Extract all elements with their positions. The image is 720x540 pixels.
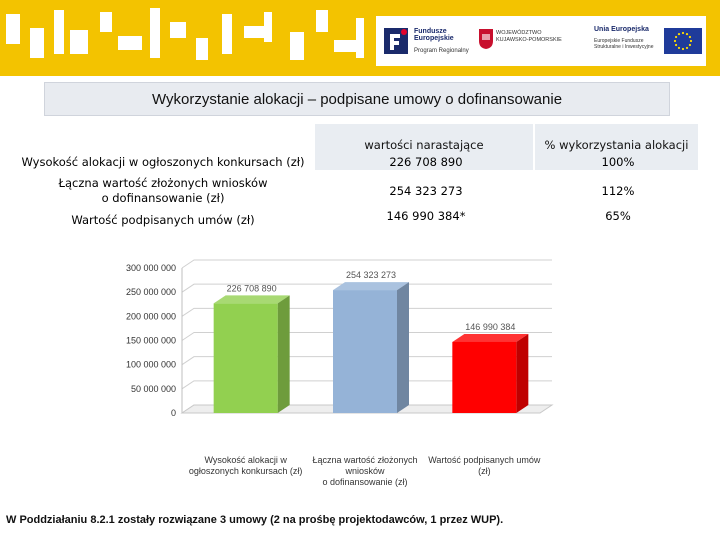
bar-side xyxy=(397,282,409,413)
table-row-value: 146 990 384* xyxy=(386,209,466,223)
banner-decoration xyxy=(222,14,232,54)
x-tick-label: Wartość podpisanych umów xyxy=(428,455,541,465)
gridline xyxy=(181,380,552,390)
gridline xyxy=(181,259,552,269)
bar xyxy=(333,290,397,413)
banner-decoration xyxy=(70,30,88,54)
banner-decoration xyxy=(244,26,264,38)
bar-top xyxy=(333,282,409,291)
y-tick-label: 100 000 000 xyxy=(126,360,176,370)
table-row-label: Wartość podpisanych umów (zł) xyxy=(71,213,255,227)
x-tick-label: (zł) xyxy=(478,466,491,476)
y-tick-label: 0 xyxy=(171,408,176,418)
banner-decoration xyxy=(356,18,364,58)
fe-logo-title: Fundusze Europejskie xyxy=(414,28,454,42)
bar-top xyxy=(452,333,529,342)
bar xyxy=(213,303,278,413)
eu-star-icon xyxy=(685,46,689,50)
slide-title-bar: Wykorzystanie alokacji – podpisane umowy… xyxy=(44,82,670,116)
x-tick-label: wniosków xyxy=(344,466,385,476)
eu-star-icon xyxy=(674,43,678,47)
table-row-label: Łączna wartość złożonych wniosków o dofi… xyxy=(58,176,268,205)
y-tick-label: 200 000 000 xyxy=(126,311,176,321)
y-tick-label: 250 000 000 xyxy=(126,287,176,297)
eu-flag-icon xyxy=(664,28,702,54)
x-tick-label: o dofinansowanie (zł) xyxy=(322,477,407,487)
eu-star-icon xyxy=(677,32,681,36)
bar-side xyxy=(277,295,290,413)
eu-star-icon xyxy=(681,31,685,35)
banner-decoration xyxy=(334,40,356,52)
logo-strip: Fundusze Europejskie Program Regionalny … xyxy=(376,16,706,66)
eu-logo-title: Unia Europejska xyxy=(594,26,649,33)
data-label: 146 990 384 xyxy=(465,322,515,332)
eu-logo-sub: Europejskie Fundusze Strukturalne i Inwe… xyxy=(594,38,654,50)
eu-star-icon xyxy=(674,35,678,39)
gridline xyxy=(181,332,552,341)
table-header-row: wartości narastające % wykorzystania alo… xyxy=(12,124,698,171)
table-row-value: 254 323 273 xyxy=(389,184,463,198)
gridline xyxy=(181,283,552,293)
table-row-percent: 65% xyxy=(605,209,631,223)
table-row: Łączna wartość złożonych wniosków o dofi… xyxy=(12,176,698,206)
table-header-cell: % wykorzystania alokacji xyxy=(533,124,698,171)
summary-table: wartości narastające % wykorzystania alo… xyxy=(12,124,698,171)
banner-decoration xyxy=(54,10,64,54)
banner-decoration xyxy=(100,12,112,32)
fe-logo-icon xyxy=(384,28,408,54)
table-header-cell xyxy=(12,124,314,171)
table-row: Wartość podpisanych umów (zł) 146 990 38… xyxy=(12,209,698,227)
banner-decoration xyxy=(290,32,304,60)
banner-decoration xyxy=(170,22,186,38)
bar xyxy=(452,341,517,413)
banner-decoration xyxy=(264,12,272,42)
eu-star-icon xyxy=(685,32,689,36)
eu-star-icon xyxy=(673,39,677,43)
table-row-percent: 100% xyxy=(601,155,635,169)
banner-decoration xyxy=(6,14,20,44)
banner-decoration xyxy=(316,10,328,32)
data-label: 226 708 890 xyxy=(227,283,277,293)
y-tick-label: 50 000 000 xyxy=(131,384,176,394)
slide-title: Wykorzystanie alokacji – podpisane umowy… xyxy=(151,90,563,108)
gridline xyxy=(181,356,552,366)
bar-side xyxy=(516,333,529,413)
eu-star-icon xyxy=(681,47,685,51)
gridline xyxy=(181,307,552,317)
eu-star-icon xyxy=(688,43,692,47)
banner-decoration xyxy=(30,28,44,58)
table-row-value: 226 708 890 xyxy=(389,155,463,169)
banner-decoration xyxy=(196,38,208,60)
y-tick-label: 150 000 000 xyxy=(126,336,176,346)
footnote: W Poddziałaniu 8.2.1 zostały rozwiązane … xyxy=(6,514,504,526)
eu-star-icon xyxy=(677,46,681,50)
table-row-percent: 112% xyxy=(601,184,635,198)
bar-chart: 0 50 000 000 100 000 000 150 000 000 200 000… xyxy=(126,259,554,487)
fe-logo-sub: Program Regionalny xyxy=(414,48,469,54)
table-header-cell: wartości narastające xyxy=(313,124,534,171)
x-tick-label: Łączna wartość złożonych xyxy=(312,455,417,465)
bar-top xyxy=(213,295,290,304)
banner-decoration xyxy=(150,8,160,58)
x-tick-label: Wysokość alokacji w xyxy=(204,455,287,465)
table-row: Wysokość alokacji w ogłoszonych konkursa… xyxy=(12,152,698,174)
table-row-label: Wysokość alokacji w ogłoszonych konkursa… xyxy=(21,155,305,169)
eu-star-icon xyxy=(689,39,693,43)
region-crest-icon xyxy=(479,29,493,49)
eu-star-icon xyxy=(688,35,692,39)
banner-decoration xyxy=(118,36,142,50)
region-logo-text: WOJEWÓDZTWO KUJAWSKO-POMORSKIE xyxy=(496,30,562,43)
header-banner: Fundusze Europejskie Program Regionalny … xyxy=(0,0,720,76)
y-tick-label: 300 000 000 xyxy=(126,263,176,273)
x-tick-label: ogłoszonych konkursach (zł) xyxy=(189,466,303,476)
data-label: 254 323 273 xyxy=(346,270,396,280)
